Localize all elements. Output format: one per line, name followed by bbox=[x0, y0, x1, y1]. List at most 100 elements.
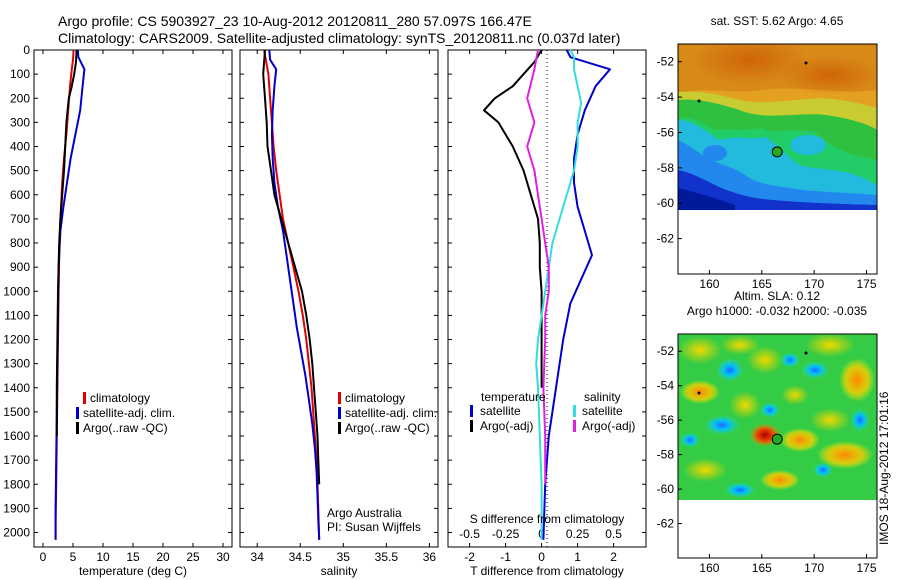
legend-label: satellite bbox=[582, 404, 623, 418]
header-line-2: Climatology: CARS2009. Satellite-adjuste… bbox=[58, 30, 620, 46]
map-y-tick-label: -56 bbox=[657, 413, 675, 427]
map-y-tick-label: -60 bbox=[657, 482, 675, 496]
x-tick-label: 2 bbox=[610, 550, 617, 564]
map-x-tick-label: 175 bbox=[857, 561, 877, 575]
footer-note-line-1: Argo Australia bbox=[327, 506, 402, 520]
y-tick-label: 1000 bbox=[3, 284, 30, 298]
map-x-tick-label: 165 bbox=[752, 277, 772, 291]
series-line-argo_s bbox=[526, 49, 550, 485]
y-tick-label: 300 bbox=[10, 115, 30, 129]
sla-map-title: Altim. SLA: 0.12 bbox=[734, 289, 820, 303]
header-line-1: Argo profile: CS 5903927_23 10-Aug-2012 … bbox=[58, 13, 532, 29]
x-tick-label-salinity: 0.25 bbox=[566, 527, 590, 541]
x-tick-label: 10 bbox=[96, 550, 110, 564]
imos-timestamp: IMOS 18-Aug-2012 17:01:16 bbox=[877, 391, 891, 545]
legend-label: climatology bbox=[345, 391, 405, 405]
series-line-argo bbox=[483, 49, 543, 388]
sst-field bbox=[678, 44, 877, 210]
legend-label: satellite bbox=[480, 404, 521, 418]
legend-label: climatology bbox=[90, 391, 150, 405]
map-y-tick-label: -54 bbox=[657, 90, 675, 104]
legend-title-salinity: salinity bbox=[584, 390, 621, 404]
map-y-tick-label: -58 bbox=[657, 448, 675, 462]
map-x-tick-label: 165 bbox=[752, 561, 772, 575]
y-tick-label: 100 bbox=[10, 67, 30, 81]
legend-label: Argo(-adj) bbox=[480, 419, 533, 433]
y-tick-label: 2000 bbox=[3, 526, 30, 540]
y-tick-label: 800 bbox=[10, 236, 30, 250]
map-y-tick-label: -54 bbox=[657, 379, 675, 393]
x-tick-label: 5 bbox=[70, 550, 77, 564]
map-y-tick-label: -52 bbox=[657, 344, 675, 358]
y-tick-label: 1500 bbox=[3, 405, 30, 419]
sla-field bbox=[678, 334, 877, 500]
map-x-tick-label: 175 bbox=[857, 277, 877, 291]
sst-map-panel: sat. SST: 5.62 Argo: 4.65 -52 -54 -56 -58 -6… bbox=[657, 14, 878, 291]
x-tick-label: 34 bbox=[251, 550, 265, 564]
salinity-legend: climatology satellite-adj. clim. Argo(..… bbox=[338, 391, 437, 435]
series-line-sat_s bbox=[535, 49, 583, 540]
x-tick-label-salinity: -0.25 bbox=[492, 527, 520, 541]
sla-map-subtitle: Argo h1000: -0.032 h2000: -0.035 bbox=[687, 304, 867, 318]
x-tick-label: 25 bbox=[186, 550, 200, 564]
difference-xlabel-top: S difference from climatology bbox=[470, 512, 625, 526]
difference-legend: temperature salinity satellite Argo(-adj… bbox=[470, 390, 635, 433]
x-tick-label: 30 bbox=[216, 550, 230, 564]
footer-note-line-2: PI: Susan Wijffels bbox=[327, 520, 421, 534]
y-tick-label: 400 bbox=[10, 140, 30, 154]
temperature-xlabel: temperature (deg C) bbox=[79, 564, 187, 578]
station-dot bbox=[697, 391, 701, 395]
map-y-tick-label: -62 bbox=[657, 517, 675, 531]
sla-map-panel: Altim. SLA: 0.12 Argo h1000: -0.032 h200… bbox=[657, 289, 878, 575]
x-tick-label-salinity: 0.5 bbox=[605, 527, 622, 541]
difference-xlabel: T difference from climatology bbox=[470, 564, 624, 578]
map-x-tick-label: 160 bbox=[699, 561, 719, 575]
station-dot bbox=[804, 351, 808, 355]
x-tick-label-salinity: -0.5 bbox=[459, 527, 480, 541]
legend-label: Argo(-adj) bbox=[582, 419, 635, 433]
x-tick-label: 0 bbox=[40, 550, 47, 564]
x-tick-label: -2 bbox=[464, 550, 475, 564]
series-line-argo bbox=[262, 49, 321, 485]
legend-label: Argo(..raw -QC) bbox=[83, 421, 168, 435]
map-y-tick-label: -62 bbox=[657, 232, 675, 246]
station-dot bbox=[697, 99, 701, 103]
temperature-panel: 0 5 10 15 20 25 300100200300400500600700800900… bbox=[3, 43, 233, 578]
map-x-tick-label: 170 bbox=[804, 277, 824, 291]
x-tick-label: 35 bbox=[337, 550, 351, 564]
legend-label: satellite-adj. clim. bbox=[83, 406, 175, 420]
series-line-argo bbox=[55, 49, 78, 436]
x-tick-label: 36 bbox=[423, 550, 437, 564]
legend-label: satellite-adj. clim. bbox=[345, 406, 437, 420]
series-line-sat bbox=[542, 49, 611, 540]
map-x-tick-label: 170 bbox=[804, 561, 824, 575]
x-tick-label: -1 bbox=[500, 550, 511, 564]
x-tick-label: 20 bbox=[156, 550, 170, 564]
x-tick-label: 0 bbox=[538, 550, 545, 564]
y-tick-label: 200 bbox=[10, 91, 30, 105]
y-tick-label: 900 bbox=[10, 260, 30, 274]
map-y-tick-label: -60 bbox=[657, 196, 675, 210]
y-tick-label: 1300 bbox=[3, 357, 30, 371]
x-tick-label: 34.5 bbox=[289, 550, 313, 564]
y-tick-label: 1900 bbox=[3, 501, 30, 515]
legend-label: Argo(..raw -QC) bbox=[345, 421, 430, 435]
y-tick-label: 700 bbox=[10, 212, 30, 226]
y-tick-label: 1700 bbox=[3, 453, 30, 467]
sst-map-title: sat. SST: 5.62 Argo: 4.65 bbox=[711, 14, 844, 28]
map-y-tick-label: -52 bbox=[657, 55, 675, 69]
series-line-sat bbox=[268, 49, 321, 540]
temperature-legend: climatology satellite-adj. clim. Argo(..… bbox=[76, 391, 175, 435]
map-x-tick-label: 160 bbox=[699, 277, 719, 291]
x-tick-label: 35.5 bbox=[375, 550, 399, 564]
y-tick-label: 1800 bbox=[3, 477, 30, 491]
map-y-tick-label: -56 bbox=[657, 125, 675, 139]
x-tick-label: 15 bbox=[126, 550, 140, 564]
x-tick-label: 1 bbox=[574, 550, 581, 564]
legend-title-temperature: temperature bbox=[481, 390, 546, 404]
y-tick-label: 1100 bbox=[4, 308, 30, 322]
y-tick-label: 500 bbox=[10, 164, 30, 178]
argo-float-marker bbox=[771, 146, 783, 158]
map-y-tick-label: -58 bbox=[657, 161, 675, 175]
